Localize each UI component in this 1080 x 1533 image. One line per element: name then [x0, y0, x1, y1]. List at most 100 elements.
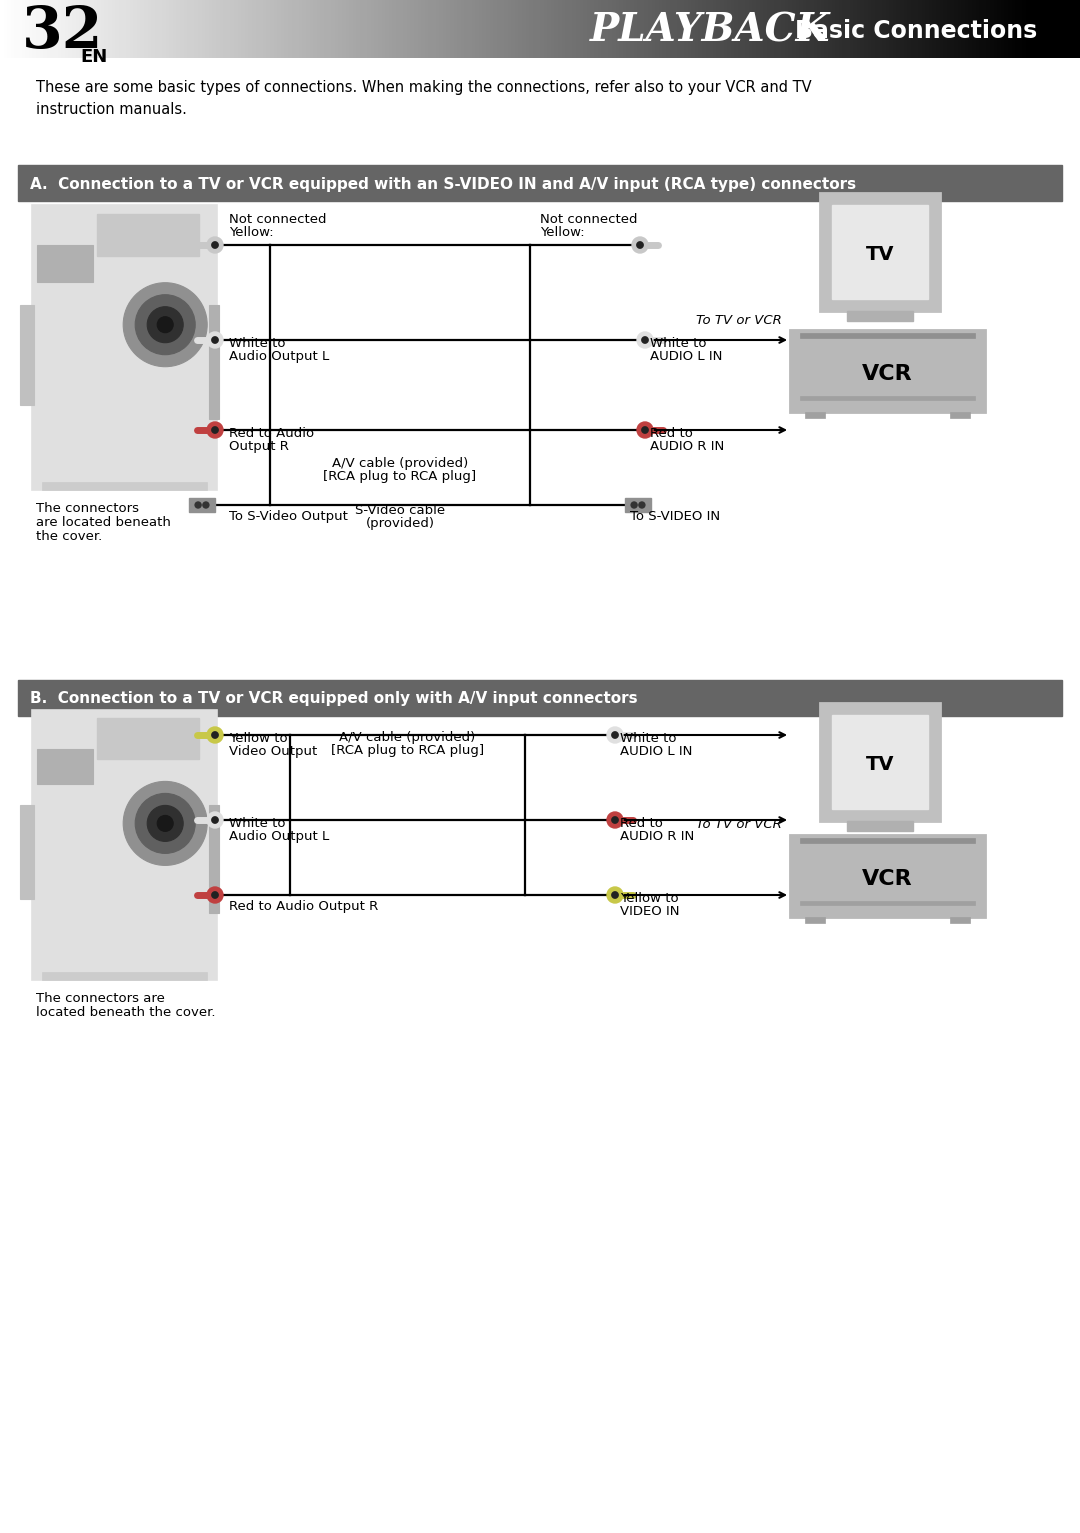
Bar [262, 0, 267, 58]
Bar [440, 0, 443, 58]
Bar [25, 0, 29, 58]
Text: TV: TV [866, 244, 894, 264]
Bar [889, 0, 893, 58]
Text: A/V cable (provided): A/V cable (provided) [332, 457, 468, 471]
Text: are located beneath: are located beneath [36, 517, 171, 529]
Bar [184, 0, 187, 58]
Bar [821, 0, 824, 58]
Bar [673, 0, 677, 58]
Bar [180, 0, 184, 58]
Bar [65, 0, 68, 58]
Bar [500, 0, 504, 58]
Bar [97, 717, 199, 759]
Bar [936, 0, 940, 58]
Bar [800, 333, 975, 337]
Bar [529, 0, 532, 58]
Text: Basic Connections: Basic Connections [795, 18, 1037, 43]
Bar [1008, 0, 1012, 58]
Bar [753, 0, 756, 58]
Bar [310, 0, 313, 58]
Bar [565, 0, 569, 58]
Bar [532, 0, 537, 58]
Bar [626, 0, 630, 58]
Bar [497, 0, 500, 58]
Bar [392, 0, 396, 58]
Bar [800, 901, 975, 904]
Bar [1072, 0, 1077, 58]
Bar [864, 0, 867, 58]
Bar [148, 0, 151, 58]
Bar [79, 0, 83, 58]
Bar [789, 330, 985, 412]
Bar [1044, 0, 1048, 58]
Bar [324, 0, 327, 58]
Bar [83, 0, 86, 58]
Bar [508, 0, 511, 58]
Bar [875, 0, 878, 58]
Bar [375, 0, 378, 58]
Bar [364, 0, 367, 58]
Text: 32: 32 [22, 5, 104, 60]
Bar [867, 0, 872, 58]
Bar [489, 0, 494, 58]
Circle shape [207, 333, 222, 348]
Text: Red to: Red to [620, 817, 663, 829]
Bar [926, 0, 929, 58]
Bar [32, 710, 217, 980]
Bar [353, 0, 356, 58]
Bar [259, 0, 262, 58]
Bar [219, 0, 224, 58]
Circle shape [123, 282, 207, 366]
Bar [400, 0, 403, 58]
Text: These are some basic types of connections. When making the connections, refer al: These are some basic types of connection… [36, 80, 812, 117]
Bar [165, 0, 170, 58]
Bar [522, 0, 526, 58]
Bar [691, 0, 694, 58]
Bar [42, 972, 207, 980]
Bar [800, 839, 975, 843]
Bar [623, 0, 626, 58]
Bar [414, 0, 418, 58]
Bar [656, 0, 659, 58]
Bar [18, 166, 1062, 201]
Bar [248, 0, 252, 58]
Bar [356, 0, 360, 58]
Bar [504, 0, 508, 58]
Text: (provided): (provided) [365, 517, 434, 530]
Text: Audio Output L: Audio Output L [229, 350, 329, 363]
Circle shape [212, 426, 218, 434]
Bar [407, 0, 410, 58]
Bar [173, 0, 176, 58]
Text: To S-Video Output: To S-Video Output [229, 510, 348, 523]
Bar [403, 0, 407, 58]
Bar [770, 0, 774, 58]
Bar [159, 0, 162, 58]
Bar [705, 0, 710, 58]
Bar [694, 0, 699, 58]
Circle shape [642, 337, 648, 343]
Text: VIDEO IN: VIDEO IN [620, 904, 679, 918]
Bar [842, 0, 846, 58]
Bar [861, 0, 864, 58]
Bar [1004, 0, 1008, 58]
Bar [616, 0, 619, 58]
Bar [558, 0, 562, 58]
Bar [818, 0, 821, 58]
Bar [846, 0, 850, 58]
Circle shape [207, 422, 222, 438]
Bar [602, 0, 605, 58]
Circle shape [637, 333, 653, 348]
Bar [213, 0, 216, 58]
Bar [40, 0, 43, 58]
Bar [972, 0, 975, 58]
Bar [278, 0, 281, 58]
Bar [954, 0, 958, 58]
Bar [583, 0, 586, 58]
Bar [727, 0, 731, 58]
Bar [284, 0, 288, 58]
Bar [813, 0, 818, 58]
Bar [900, 0, 904, 58]
Bar [990, 0, 994, 58]
Circle shape [207, 812, 222, 828]
Bar [950, 917, 970, 923]
